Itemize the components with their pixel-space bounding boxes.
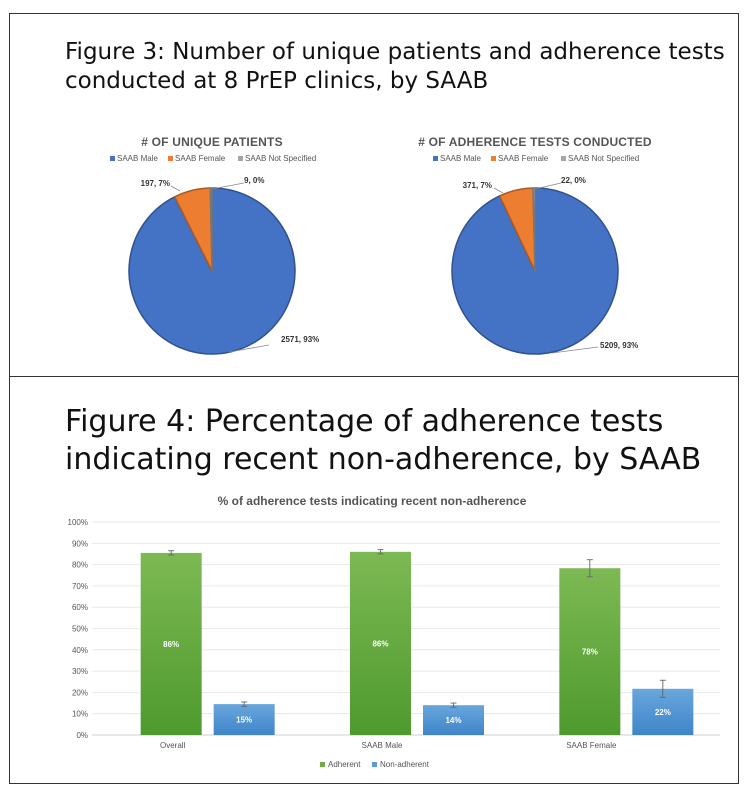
x-tick-label: SAAB Male	[362, 741, 403, 750]
leader-line	[551, 346, 599, 354]
pie-data-label: 5209, 93%	[600, 341, 638, 350]
figure-3-panel: Figure 3: Number of unique patients and …	[9, 13, 739, 377]
y-tick-label: 80%	[72, 561, 88, 570]
pie-title: # OF ADHERENCE TESTS CONDUCTED	[418, 135, 652, 149]
legend-entry: SAAB Female	[175, 154, 226, 163]
leader-line	[228, 344, 270, 353]
y-tick-label: 100%	[68, 518, 88, 527]
y-tick-label: 90%	[72, 539, 88, 548]
pie-chart-1: # OF UNIQUE PATIENTS SAAB Male SAAB Female…	[110, 135, 319, 355]
legend-swatch	[320, 762, 325, 767]
bar-data-label: 15%	[236, 716, 252, 725]
figure-3-title: Figure 3: Number of unique patients and …	[65, 38, 738, 96]
bar-data-label: 86%	[372, 639, 388, 648]
bar-adherent	[140, 552, 202, 735]
legend-entry: SAAB Not Specified	[568, 154, 639, 163]
legend-entry: Non-adherent	[380, 760, 430, 769]
bar-adherent	[559, 568, 621, 735]
legend-swatch	[168, 156, 173, 161]
y-tick-label: 20%	[72, 688, 88, 697]
legend-swatch	[433, 156, 438, 161]
legend-entry: SAAB Male	[440, 154, 481, 163]
pie-data-label: 197, 7%	[141, 179, 170, 188]
figure-4-title: Figure 4: Percentage of adherence tests …	[65, 403, 738, 479]
pie-data-label: 2571, 93%	[281, 335, 319, 344]
bar-non-adherent	[213, 704, 275, 735]
bar-chart-title: % of adherence tests indicating recent n…	[218, 494, 527, 508]
bar-non-adherent	[423, 705, 484, 735]
bar-data-label: 14%	[445, 716, 461, 725]
y-tick-label: 0%	[76, 731, 88, 740]
y-tick-label: 60%	[72, 603, 88, 612]
legend-entry: SAAB Male	[117, 154, 158, 163]
figure-4-title-lead: Figure 4	[65, 404, 186, 439]
pie-slice-saab-not-specified	[532, 187, 536, 272]
legend-entry: Adherent	[328, 760, 361, 769]
bar-adherent	[350, 551, 411, 735]
bar-data-label: 22%	[655, 708, 671, 717]
bar-data-label: 86%	[163, 640, 179, 649]
pie-slice-saab-not-specified	[209, 187, 213, 272]
y-tick-label: 10%	[72, 710, 88, 719]
pie-chart-2: # OF ADHERENCE TESTS CONDUCTED SAAB Male S…	[418, 135, 652, 355]
leader-line	[493, 187, 504, 194]
legend-swatch	[110, 156, 115, 161]
pie-data-label: 371, 7%	[463, 181, 492, 190]
leader-line	[534, 182, 562, 190]
figure-4-title-text: : Percentage of adherence tests indicati…	[65, 404, 702, 477]
pie-title: # OF UNIQUE PATIENTS	[141, 135, 283, 149]
legend-swatch	[561, 156, 566, 161]
x-tick-label: SAAB Female	[566, 741, 617, 750]
pie-data-label: 22, 0%	[561, 176, 586, 185]
leader-line	[170, 185, 181, 192]
x-tick-label: Overall	[160, 741, 186, 750]
y-tick-label: 70%	[72, 582, 88, 591]
y-tick-label: 30%	[72, 667, 88, 676]
figure-3-title-text: : Number of unique patients and adherenc…	[65, 39, 725, 94]
y-tick-label: 50%	[72, 625, 88, 634]
pie-data-label: 9, 0%	[244, 176, 264, 185]
figure-3-title-lead: Figure 3	[65, 39, 158, 65]
legend-entry: SAAB Female	[498, 154, 549, 163]
bar-chart: % of adherence tests indicating recent n…	[68, 494, 720, 769]
legend-swatch	[372, 762, 377, 767]
legend-swatch	[491, 156, 496, 161]
bar-data-label: 78%	[582, 648, 598, 657]
legend-swatch	[238, 156, 243, 161]
legend-entry: SAAB Not Specified	[245, 154, 316, 163]
y-tick-label: 40%	[72, 646, 88, 655]
leader-line	[211, 182, 245, 190]
